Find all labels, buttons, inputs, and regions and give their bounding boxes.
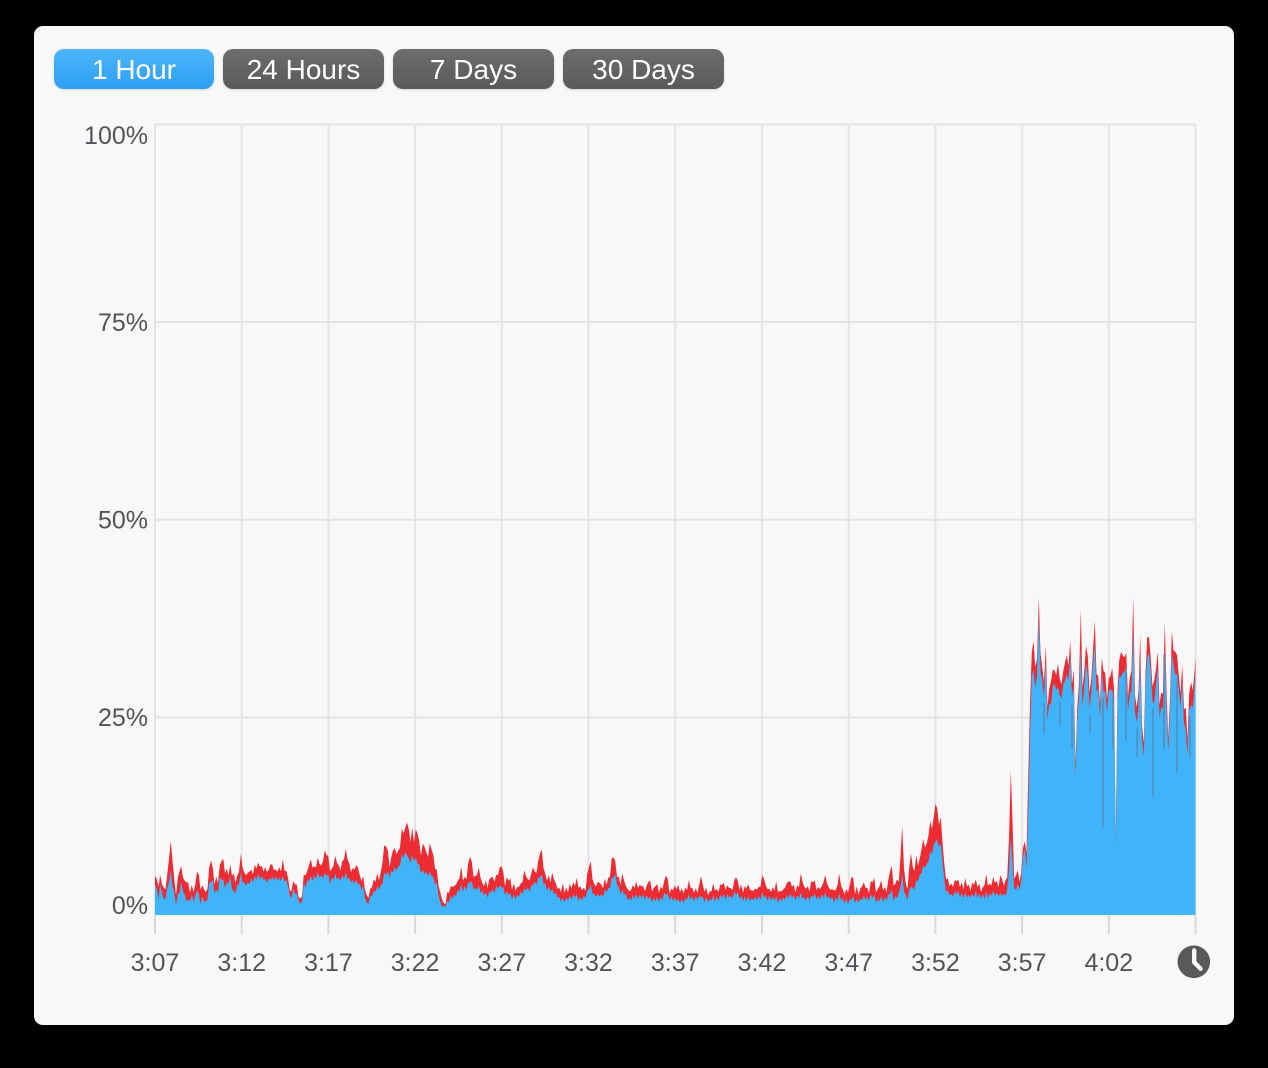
svg-text:3:42: 3:42 <box>738 949 787 977</box>
svg-text:75%: 75% <box>98 309 148 337</box>
svg-text:25%: 25% <box>98 704 148 732</box>
svg-text:3:52: 3:52 <box>911 949 960 977</box>
svg-text:100%: 100% <box>84 122 148 150</box>
svg-text:3:37: 3:37 <box>651 949 700 977</box>
svg-text:3:12: 3:12 <box>217 949 266 977</box>
svg-text:50%: 50% <box>98 507 148 535</box>
svg-text:3:07: 3:07 <box>131 949 180 977</box>
svg-text:3:57: 3:57 <box>998 949 1047 977</box>
svg-text:0%: 0% <box>112 892 148 920</box>
svg-text:3:17: 3:17 <box>304 949 353 977</box>
svg-text:3:32: 3:32 <box>564 949 613 977</box>
svg-text:3:47: 3:47 <box>824 949 873 977</box>
svg-text:3:22: 3:22 <box>391 949 440 977</box>
svg-text:4:02: 4:02 <box>1084 949 1133 977</box>
svg-text:3:27: 3:27 <box>477 949 526 977</box>
